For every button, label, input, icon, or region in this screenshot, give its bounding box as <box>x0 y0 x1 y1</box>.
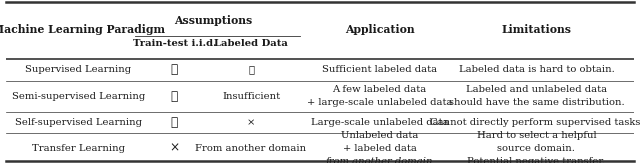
Text: Large-scale unlabeled data: Large-scale unlabeled data <box>311 118 449 127</box>
Text: ✓: ✓ <box>248 66 254 74</box>
Text: + large-scale unlabeled data: + large-scale unlabeled data <box>307 98 452 107</box>
Text: Labeled Data: Labeled Data <box>214 39 288 48</box>
Text: A few labeled data: A few labeled data <box>332 85 427 94</box>
Text: Machine Learning Paradigm: Machine Learning Paradigm <box>0 24 165 36</box>
Text: Transfer Learning: Transfer Learning <box>32 144 125 153</box>
Text: Supervised Learning: Supervised Learning <box>26 66 132 74</box>
Text: Cannot directly perform supervised tasks.: Cannot directly perform supervised tasks… <box>429 118 640 127</box>
Text: Assumptions: Assumptions <box>173 15 252 25</box>
Text: Semi-supervised Learning: Semi-supervised Learning <box>12 92 145 101</box>
Text: ×: × <box>170 142 180 155</box>
Text: should have the same distribution.: should have the same distribution. <box>449 98 624 107</box>
Text: Application: Application <box>345 24 414 36</box>
Text: Hard to select a helpful: Hard to select a helpful <box>477 131 596 140</box>
Text: Potential negative transfer.: Potential negative transfer. <box>467 157 605 163</box>
Text: From another domain: From another domain <box>195 144 307 153</box>
Text: ✓: ✓ <box>171 90 178 103</box>
Text: ×: × <box>247 118 255 127</box>
Text: Insufficient: Insufficient <box>222 92 280 101</box>
Text: Train-test i.i.d.: Train-test i.i.d. <box>132 39 216 48</box>
Text: Limitations: Limitations <box>501 24 572 36</box>
Text: Self-supervised Learning: Self-supervised Learning <box>15 118 142 127</box>
Text: Labeled data is hard to obtain.: Labeled data is hard to obtain. <box>458 66 614 74</box>
Text: Unlabeled data: Unlabeled data <box>341 131 419 140</box>
Text: source domain.: source domain. <box>497 144 575 153</box>
Text: + labeled data: + labeled data <box>342 144 417 153</box>
Text: ✓: ✓ <box>171 116 178 129</box>
Text: from another domain: from another domain <box>326 157 433 163</box>
Text: Sufficient labeled data: Sufficient labeled data <box>322 66 437 74</box>
Text: Labeled and unlabeled data: Labeled and unlabeled data <box>466 85 607 94</box>
Text: ✓: ✓ <box>171 64 178 76</box>
